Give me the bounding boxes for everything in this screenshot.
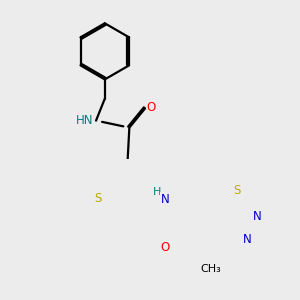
Text: N: N [161,193,170,206]
Text: S: S [94,192,101,205]
Text: N: N [253,210,262,223]
Text: H: H [153,187,162,196]
Text: O: O [147,101,156,114]
Text: O: O [161,241,170,254]
Text: S: S [233,184,241,197]
Text: HN: HN [76,114,93,127]
Text: CH₃: CH₃ [200,264,221,274]
Text: N: N [242,233,251,246]
